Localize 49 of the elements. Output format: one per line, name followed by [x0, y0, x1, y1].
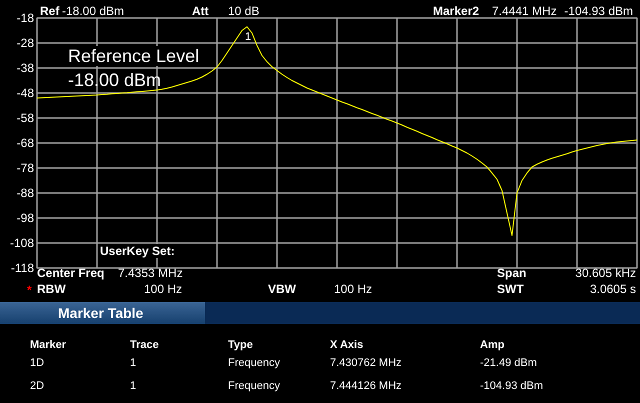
annotation: Marker2	[433, 4, 480, 18]
text: 7.430762 MHz	[330, 357, 402, 370]
annotation: UserKey Set:	[100, 244, 175, 258]
annotation: -104.93 dBm	[564, 4, 633, 18]
line-series	[36, 26, 638, 236]
text: 2D	[30, 380, 44, 393]
y-tick-label: -38	[16, 61, 34, 75]
annotation: 7.4353 MHz	[118, 266, 183, 280]
y-tick-label: -48	[16, 86, 34, 100]
text: RBW	[37, 282, 66, 296]
text: 1D	[30, 357, 44, 370]
text: 100 Hz	[334, 282, 372, 296]
text: 7.444126 MHz	[330, 380, 402, 393]
text: Marker	[30, 339, 66, 352]
y-tick-label: -68	[16, 136, 34, 150]
y-tick-label: -108	[10, 236, 34, 250]
y-tick-label: -98	[16, 211, 34, 225]
y-tick-label: -18	[16, 11, 34, 25]
y-tick-label: -28	[16, 36, 34, 50]
text: Marker Table	[58, 305, 144, 321]
annotation: 10 dB	[228, 4, 260, 18]
y-tick-label: -58	[16, 111, 34, 125]
text: Type	[228, 339, 253, 352]
text: 1	[130, 357, 136, 370]
annotation: Att	[192, 4, 209, 18]
text: Frequency	[228, 357, 280, 370]
text: -104.93 dBm	[480, 380, 543, 393]
annotation: Center Freq	[37, 266, 104, 280]
text: 3.0605 s	[590, 282, 636, 296]
text: 1	[130, 380, 136, 393]
y-tick-label: -118	[10, 261, 34, 275]
annotation: 30.605 kHz	[575, 266, 636, 280]
annotation: -18.00 dBm	[62, 4, 124, 18]
text: Amp	[480, 339, 504, 352]
annotation: Ref	[40, 4, 60, 18]
text: VBW	[268, 282, 296, 296]
y-tick-label: -88	[16, 186, 34, 200]
y-tick-label: -78	[16, 161, 34, 175]
annotation: 1	[245, 31, 252, 44]
annotation: Span	[497, 266, 526, 280]
text: *	[27, 283, 32, 297]
text: Frequency	[228, 380, 280, 393]
text: SWT	[497, 282, 524, 296]
text: 100 Hz	[144, 282, 182, 296]
annotation: 7.4441 MHz	[492, 4, 557, 18]
annotation: Reference Level	[68, 46, 200, 66]
text: -21.49 dBm	[480, 357, 537, 370]
text: X Axis	[330, 339, 364, 352]
text: Trace	[130, 339, 159, 352]
